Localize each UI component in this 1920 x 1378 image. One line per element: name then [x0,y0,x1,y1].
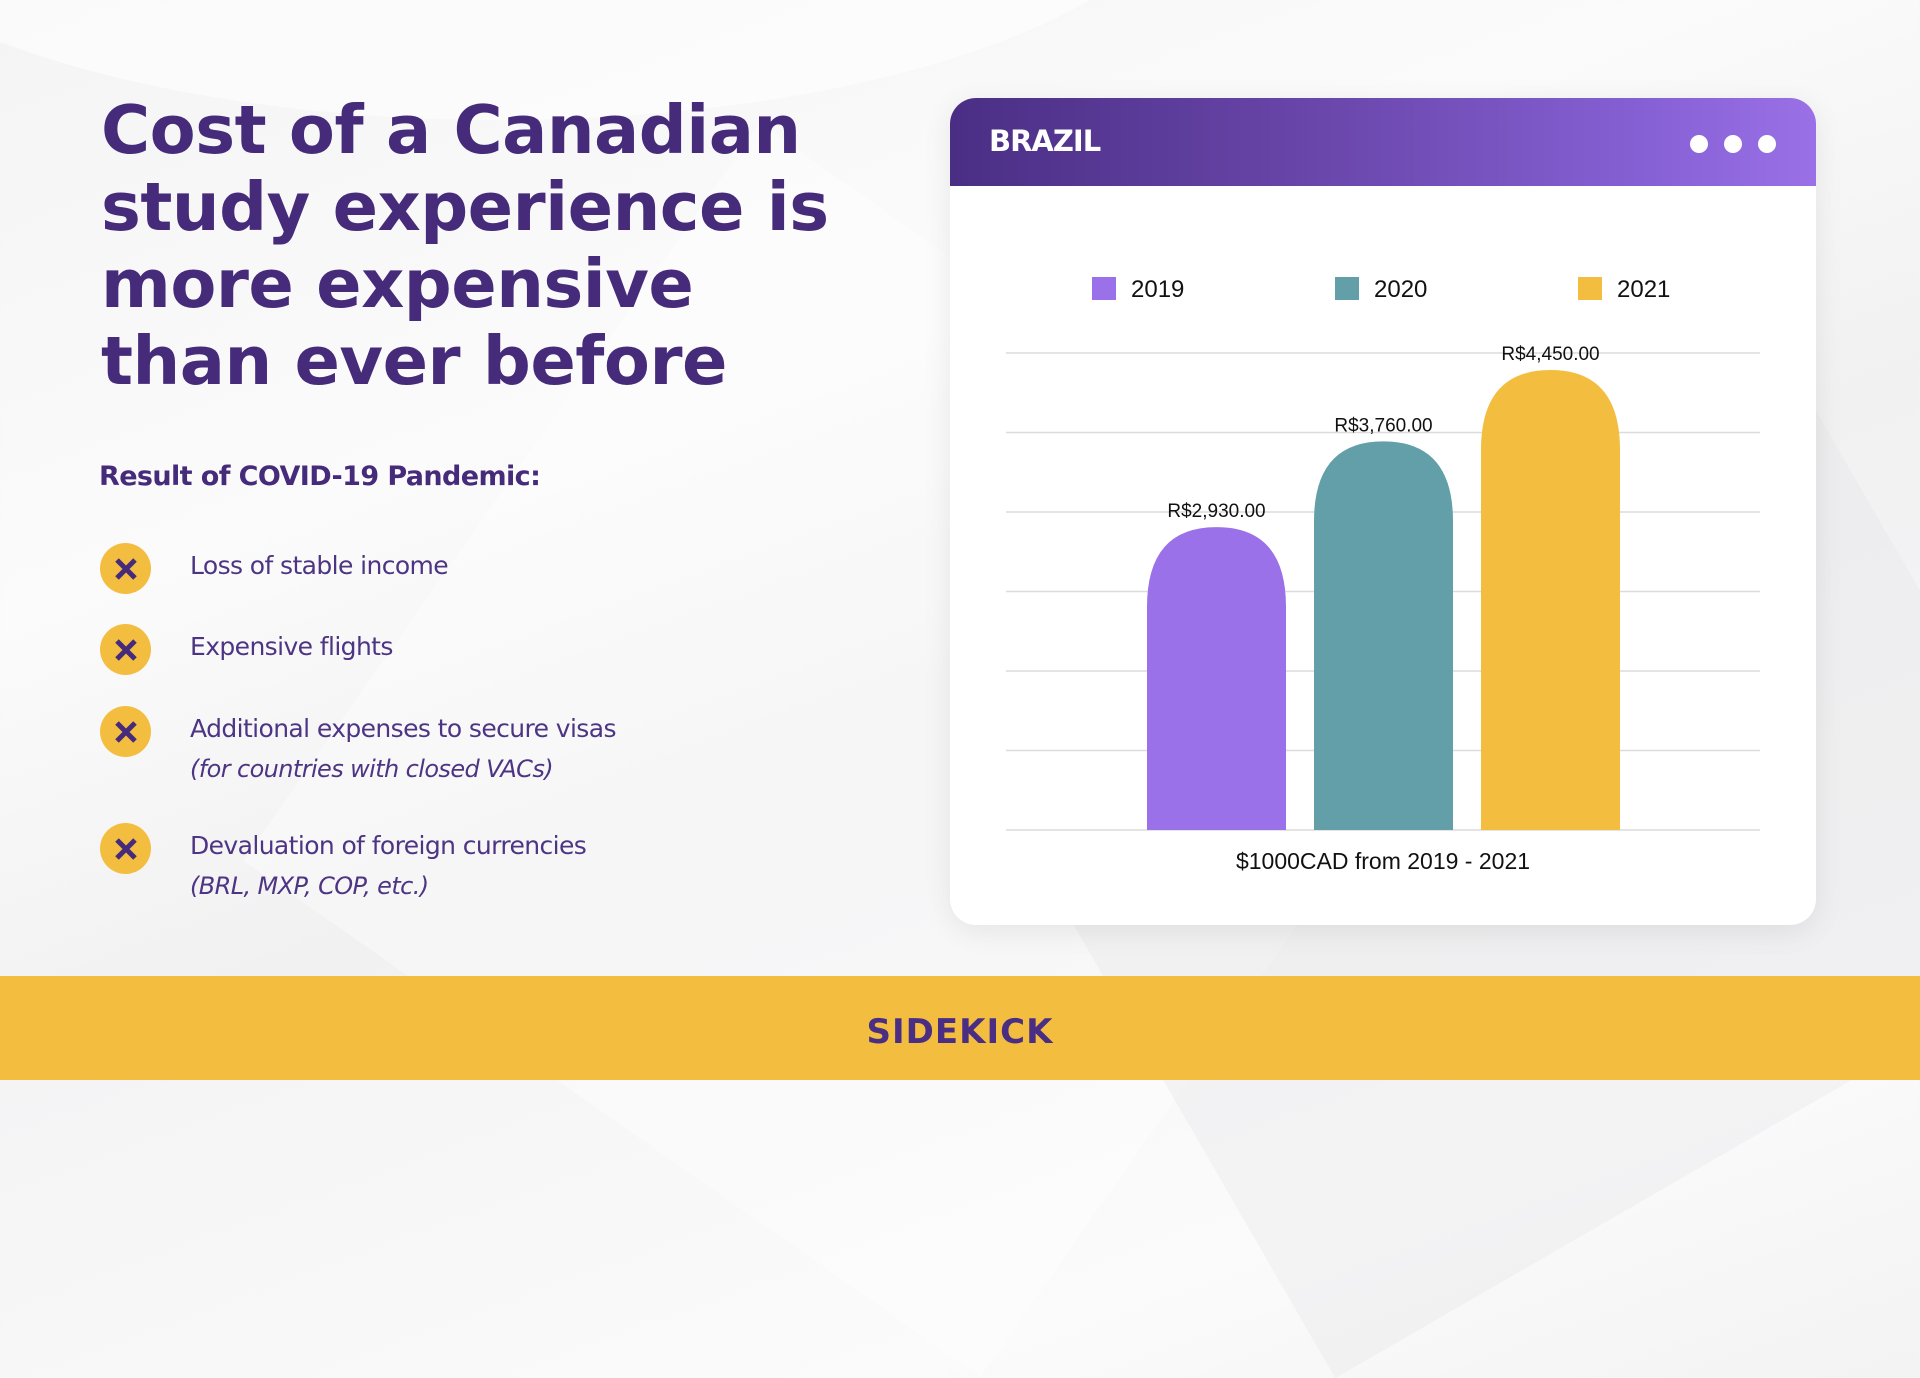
legend-swatch-2020 [1335,277,1359,300]
bullet-note: (for countries with closed VACs) [190,755,554,783]
bullet-main-text: Devaluation of foreign currencies [190,831,587,860]
title-line: than ever before [101,322,727,400]
x-icon [100,823,151,874]
footer: SIDEKICK [0,976,1920,1080]
title-line: more expensive [101,245,694,323]
legend-label-2019: 2019 [1131,276,1184,303]
bar-chart: 2019 2020 2021 R$2,930.00 R$3,760.00 R$4,450.… [1006,276,1760,874]
bar-2021 [1481,370,1620,830]
data-label-2019: R$2,930.00 [1167,501,1265,522]
x-icon [100,706,151,757]
data-label-2020: R$3,760.00 [1334,415,1432,436]
legend-label-2021: 2021 [1617,276,1670,303]
card-title: BRAZIL [989,124,1101,158]
bar-2020 [1314,441,1453,830]
legend-swatch-2019 [1092,277,1116,300]
section-subheading: Result of COVID-19 Pandemic: [99,461,541,492]
bullet-text: Expensive flights [190,632,393,661]
dot [1758,135,1776,153]
dot [1690,135,1708,153]
bar-2019 [1147,527,1286,830]
x-icon [100,624,151,675]
bullet-text: Loss of stable income [190,551,449,580]
legend-label-2020: 2020 [1374,276,1427,303]
bullet-note: (BRL, MXP, COP, etc.) [190,872,429,900]
data-label-2021: R$4,450.00 [1501,344,1599,365]
bullet-text: Devaluation of foreign currencies (BRL, … [190,831,587,900]
bullet-main-text: Additional expenses to secure visas [190,714,616,743]
title-line: study experience is [101,168,829,246]
x-axis-label: $1000CAD from 2019 - 2021 [1236,848,1530,874]
more-dots-icon[interactable] [1690,135,1776,153]
chart-card: BRAZIL 2019 2020 2021 R$2,930.00 R$3,760.00 R… [950,98,1816,925]
sidekick-logo: SIDEKICK [866,1012,1054,1052]
bullet-text: Additional expenses to secure visas (for… [190,714,616,783]
title-line: Cost of a Canadian [101,91,801,169]
x-icon [100,543,151,594]
legend-swatch-2021 [1578,277,1602,300]
card-header: BRAZIL [950,98,1816,186]
page-title: Cost of a Canadian study experience is m… [101,92,829,400]
dot [1724,135,1742,153]
